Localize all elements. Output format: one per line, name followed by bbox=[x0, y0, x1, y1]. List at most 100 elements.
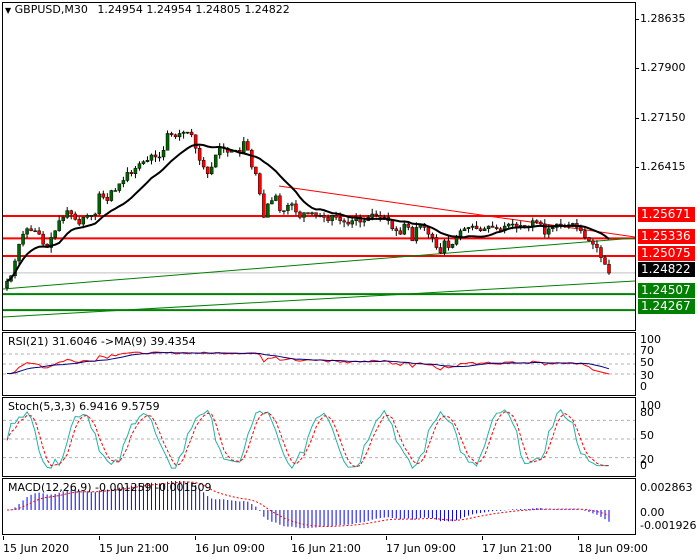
stochastic-axis: 100 80 50 20 0 bbox=[636, 397, 700, 477]
time-axis-label: 15 Jun 21:00 bbox=[99, 542, 169, 555]
candle bbox=[37, 230, 41, 235]
candle bbox=[181, 131, 186, 134]
candle bbox=[454, 237, 459, 245]
candle bbox=[438, 247, 443, 254]
resistance-level-tag: 1.25336 bbox=[638, 229, 695, 244]
candle bbox=[53, 230, 57, 238]
candle bbox=[282, 210, 286, 212]
macd-canvas[interactable] bbox=[3, 479, 635, 534]
candle bbox=[137, 163, 142, 169]
candle bbox=[193, 134, 198, 149]
stoch-signal-line bbox=[6, 411, 609, 468]
candle bbox=[326, 217, 330, 221]
stoch-main-line bbox=[6, 409, 609, 470]
macd-axis-label: -0.001926 bbox=[640, 519, 697, 532]
rsi-panel[interactable]: RSI(21) 31.6046 ->MA(9) 39.4354 bbox=[2, 332, 636, 396]
support-level-tag: 1.24267 bbox=[638, 299, 695, 314]
candle bbox=[117, 183, 122, 191]
rsi-axis-label: 50 bbox=[640, 356, 654, 369]
candle bbox=[370, 213, 374, 218]
macd-axis: 0.002863 0.00 -0.001926 bbox=[636, 478, 700, 535]
candle bbox=[254, 166, 258, 174]
candle bbox=[73, 213, 77, 220]
candle bbox=[89, 215, 94, 217]
stochastic-panel[interactable]: Stoch(5,3,3) 6.9416 9.5759 bbox=[2, 397, 636, 477]
candle bbox=[543, 223, 547, 235]
candle bbox=[121, 180, 126, 185]
candle bbox=[530, 220, 535, 227]
macd-axis-label: 0.002863 bbox=[640, 481, 693, 494]
candle bbox=[410, 227, 415, 242]
candle bbox=[5, 280, 9, 289]
price-axis: 1.28635 1.27900 1.27150 1.26415 1.25671 … bbox=[636, 0, 700, 331]
candle bbox=[185, 131, 190, 134]
candle bbox=[274, 195, 278, 201]
support-level-tag: 1.24507 bbox=[638, 283, 695, 298]
candle bbox=[442, 240, 447, 254]
candle bbox=[390, 220, 395, 230]
current-price-tag: 1.24822 bbox=[638, 262, 695, 277]
stoch-axis-label: 80 bbox=[640, 406, 654, 419]
candle bbox=[434, 237, 439, 248]
candle bbox=[101, 193, 106, 198]
candle bbox=[77, 219, 81, 225]
rsi-canvas[interactable] bbox=[3, 333, 635, 395]
candle bbox=[486, 225, 491, 230]
candle bbox=[314, 212, 318, 216]
candle bbox=[149, 154, 154, 161]
green-trendline[interactable] bbox=[3, 280, 635, 318]
candle bbox=[33, 230, 37, 233]
candle bbox=[362, 220, 366, 223]
candle bbox=[334, 215, 338, 218]
moving-average-line bbox=[6, 143, 610, 282]
price-chart-canvas[interactable] bbox=[3, 3, 635, 330]
time-axis-label: 18 Jun 09:00 bbox=[578, 542, 648, 555]
candle bbox=[41, 233, 45, 245]
candle bbox=[145, 160, 150, 162]
candle bbox=[85, 215, 90, 218]
resistance-level-tag: 1.25075 bbox=[638, 246, 695, 261]
chart-menu-icon[interactable]: ▼ bbox=[5, 6, 12, 15]
macd-panel[interactable]: MACD(12,26,9) -0.001259 -0.001509 bbox=[2, 478, 636, 535]
candle bbox=[21, 233, 25, 245]
candle bbox=[141, 161, 146, 164]
rsi-title: RSI(21) 31.6046 ->MA(9) 39.4354 bbox=[8, 335, 196, 348]
price-axis-label: 1.27150 bbox=[640, 111, 686, 124]
candle bbox=[109, 190, 114, 201]
stochastic-canvas[interactable] bbox=[3, 398, 635, 476]
rsi-axis: 100 70 50 30 0 bbox=[636, 332, 700, 396]
candle bbox=[173, 134, 178, 138]
candle bbox=[157, 156, 162, 159]
price-chart-panel[interactable] bbox=[2, 2, 636, 331]
price-axis-label: 1.27900 bbox=[640, 61, 686, 74]
candle bbox=[29, 228, 33, 232]
time-axis-label: 16 Jun 21:00 bbox=[291, 542, 361, 555]
rsi-axis-label: 0 bbox=[640, 380, 647, 393]
candle bbox=[262, 193, 266, 218]
candle bbox=[587, 237, 591, 242]
candle bbox=[579, 227, 583, 232]
time-axis-label: 17 Jun 21:00 bbox=[482, 542, 552, 555]
candle bbox=[603, 257, 607, 265]
candle bbox=[494, 227, 499, 230]
candle bbox=[49, 237, 53, 248]
rsi-axis-label: 100 bbox=[640, 333, 661, 346]
candle bbox=[57, 220, 61, 232]
candle bbox=[338, 217, 342, 221]
candle bbox=[398, 230, 403, 235]
macd-signal-line bbox=[6, 481, 610, 527]
candle bbox=[446, 240, 451, 248]
candle bbox=[258, 173, 262, 195]
candle bbox=[270, 200, 274, 205]
green-trendline[interactable] bbox=[3, 237, 635, 290]
candle bbox=[125, 172, 130, 181]
stoch-axis-label: 20 bbox=[640, 453, 654, 466]
candle bbox=[346, 221, 350, 225]
red-trendline[interactable] bbox=[278, 185, 635, 238]
chart-header: ▼ GBPUSD,M30 1.24954 1.24954 1.24805 1.2… bbox=[5, 3, 290, 16]
stochastic-title: Stoch(5,3,3) 6.9416 9.5759 bbox=[8, 400, 160, 413]
time-axis-label: 16 Jun 09:00 bbox=[195, 542, 265, 555]
candle bbox=[482, 228, 487, 232]
candle bbox=[294, 203, 298, 213]
rsi-axis-label: 70 bbox=[640, 344, 654, 357]
